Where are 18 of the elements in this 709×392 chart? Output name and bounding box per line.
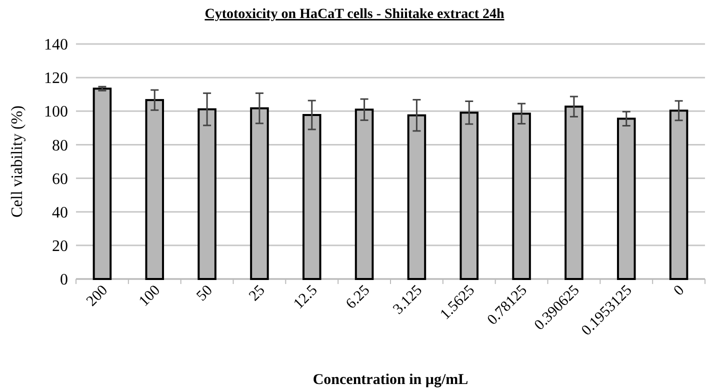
x-tick-label: 6.25: [343, 282, 374, 312]
y-axis-title: Cell viability (%): [9, 106, 26, 218]
x-tick-label: 50: [194, 282, 216, 304]
x-tick-label: 12.5: [290, 282, 321, 312]
chart-title: Cytotoxicity on HaCaT cells - Shiitake extract 24h: [204, 7, 504, 22]
x-tick-label: 200: [84, 282, 112, 310]
y-tick-label: 20: [52, 238, 68, 256]
y-tick-label: 60: [52, 170, 68, 188]
y-tick-label: 140: [44, 36, 68, 54]
x-tick-label: 100: [136, 282, 164, 310]
x-tick-label: 25: [246, 282, 268, 304]
y-tick-label: 80: [52, 137, 68, 154]
x-tick-label: 0: [671, 282, 688, 300]
y-tick-label: 0: [60, 272, 68, 289]
y-tick-label: 120: [44, 70, 68, 88]
y-tick-label: 100: [44, 104, 68, 121]
y-tick-label: 40: [52, 204, 68, 222]
x-axis-title: Concentration in µg/mL: [312, 372, 468, 388]
